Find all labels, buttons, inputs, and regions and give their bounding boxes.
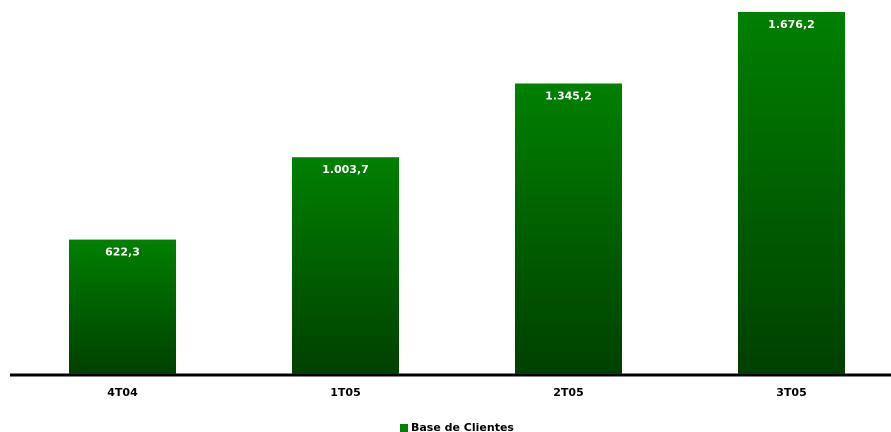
legend-label: Base de Clientes [411, 421, 514, 432]
x-tick-label: 4T04 [107, 386, 138, 399]
bar [515, 83, 622, 374]
x-tick-label: 2T05 [553, 386, 583, 399]
value-label: 1.003,7 [322, 163, 369, 176]
value-label: 1.676,2 [768, 18, 815, 31]
value-label: 622,3 [105, 246, 140, 259]
value-label: 1.345,2 [545, 89, 592, 102]
x-tick-label: 3T05 [776, 386, 806, 399]
bar [738, 12, 845, 374]
x-tick-label: 1T05 [330, 386, 360, 399]
legend-swatch [400, 424, 408, 432]
bar [69, 239, 176, 374]
bar [292, 157, 399, 374]
